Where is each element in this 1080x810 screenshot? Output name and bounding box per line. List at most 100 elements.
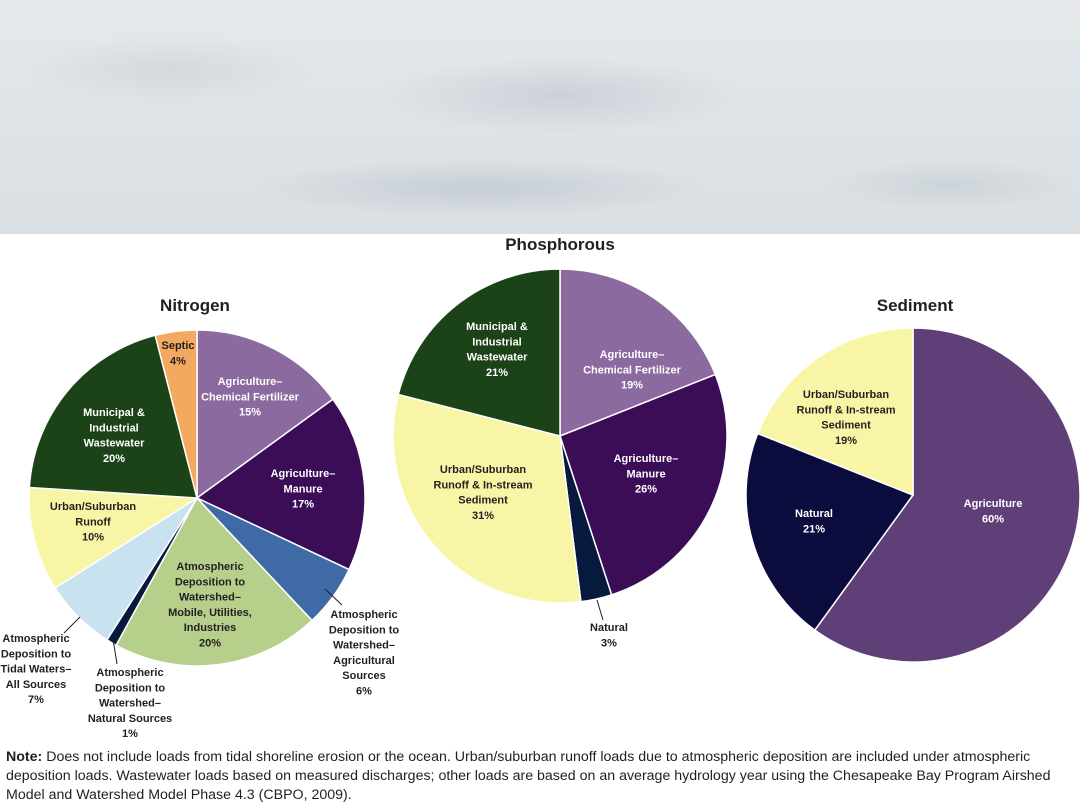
label-line: 3% (601, 637, 617, 649)
nitrogen-pie: Agriculture– Chemical Fertilizer 15%Agricu… (1, 296, 400, 740)
label-line: 17% (292, 499, 314, 511)
label-line: Atmospheric (96, 667, 163, 679)
label-line: Natural (795, 508, 833, 520)
phosphorous-slice-2 (559, 373, 728, 596)
label-line: Deposition to (175, 576, 246, 588)
label-line: Atmospheric (330, 609, 397, 621)
label-line: Runoff (75, 516, 111, 528)
nitrogen-slice-2 (195, 398, 366, 571)
nitrogen-leader-line-5 (112, 638, 118, 665)
label-line: Runoff & In-stream (797, 404, 896, 416)
nitrogen-slice-label-5: Atmospheric Deposition to Watershed– Natura… (88, 667, 172, 740)
label-line: Chemical Fertilizer (583, 364, 682, 376)
label-line: 15% (239, 407, 261, 419)
label-line: All Sources (6, 679, 67, 691)
phosphorous-slice-label-5: Municipal & Industrial Wastewater 21% (466, 321, 528, 379)
label-line: Watershed– (99, 698, 161, 710)
label-line: Agriculture– (600, 349, 665, 361)
sediment-slice-label-3: Urban/Suburban Runoff & In-stream Sediment… (797, 389, 896, 447)
label-line: Mobile, Utilities, (168, 607, 252, 619)
sediment-slice-label-2: Natural 21% (795, 508, 833, 535)
label-line: Deposition to (329, 624, 400, 636)
label-line: Natural (590, 622, 628, 634)
label-line: Wastewater (467, 352, 528, 364)
label-line: Tidal Waters– (1, 664, 72, 676)
label-line: 20% (103, 453, 125, 465)
phosphorous-leader-line-3 (596, 599, 604, 621)
phosphorous-slice-label-2: Agriculture– Manure 26% (614, 453, 679, 496)
label-line: Manure (283, 483, 322, 495)
label-line: Wastewater (84, 438, 145, 450)
label-line: Industries (184, 622, 237, 634)
nitrogen-leader-line-3 (324, 588, 343, 606)
label-line: Deposition to (95, 682, 166, 694)
label-line: Agricultural (333, 655, 395, 667)
label-line: Industrial (472, 336, 522, 348)
label-line: Municipal & (83, 407, 145, 419)
label-line: Chemical Fertilizer (201, 391, 300, 403)
phosphorous-slice-label-4: Urban/Suburban Runoff & In-stream Sediment… (434, 464, 533, 522)
label-line: 31% (472, 510, 494, 522)
nitrogen-slice-label-4: Atmospheric Deposition to Watershed– Mobile… (168, 561, 252, 650)
nitrogen-slice-8 (28, 334, 198, 499)
banner-photo (0, 0, 1080, 234)
sediment-slice-1 (813, 327, 1080, 663)
label-line: 4% (170, 355, 186, 367)
label-line: Runoff & In-stream (434, 479, 533, 491)
label-line: Watershed– (333, 640, 395, 652)
label-line: Agriculture– (614, 453, 679, 465)
label-line: 1% (122, 728, 138, 740)
label-line: Urban/Suburban (803, 389, 889, 401)
phosphorous-slice-label-3: Natural 3% (590, 622, 628, 649)
phosphorous-slice-1 (559, 268, 717, 438)
label-line: 19% (621, 380, 643, 392)
phosphorous-slice-label-1: Agriculture– Chemical Fertilizer 19% (583, 349, 682, 392)
nitrogen-leader-line-6 (63, 616, 81, 634)
label-line: Municipal & (466, 321, 528, 333)
phosphorous-chart-title: Phosphorous (505, 235, 615, 254)
nitrogen-slice-label-8: Municipal & Industrial Wastewater 20% (83, 407, 145, 465)
sediment-slice-3 (756, 327, 914, 497)
label-line: Atmospheric (2, 633, 69, 645)
label-line: Atmospheric (176, 561, 243, 573)
label-line: 7% (28, 694, 44, 706)
label-line: 21% (486, 367, 508, 379)
nitrogen-slice-label-7: Urban/Suburban Runoff 10% (50, 501, 136, 544)
label-line: Urban/Suburban (440, 464, 526, 476)
note-text: Does not include loads from tidal shorel… (6, 749, 1051, 803)
label-line: 60% (982, 513, 1004, 525)
label-line: Natural Sources (88, 713, 172, 725)
sediment-chart-title: Sediment (877, 296, 954, 315)
sediment-slice-2 (745, 432, 915, 632)
phosphorous-slice-5 (397, 268, 561, 437)
phosphorous-pie: Agriculture– Chemical Fertilizer 19%Agricu… (392, 235, 728, 649)
label-line: Septic (161, 340, 194, 352)
label-line: 21% (803, 523, 825, 535)
nitrogen-slice-9 (154, 329, 198, 499)
label-line: Agriculture– (218, 376, 283, 388)
nitrogen-slice-1 (196, 329, 334, 500)
label-line: 20% (199, 638, 221, 650)
footnote: Note: Does not include loads from tidal … (6, 748, 1074, 805)
label-line: 6% (356, 686, 372, 698)
sediment-slice-label-1: Agriculture 60% (964, 498, 1023, 525)
label-line: Urban/Suburban (50, 501, 136, 513)
label-line: Sources (342, 670, 385, 682)
label-line: 10% (82, 532, 104, 544)
nitrogen-slice-label-1: Agriculture– Chemical Fertilizer 15% (201, 376, 300, 419)
label-line: Watershed– (179, 592, 241, 604)
nitrogen-slice-label-6: Atmospheric Deposition to Tidal Waters– All… (1, 633, 72, 706)
label-line: Deposition to (1, 648, 72, 660)
label-line: Agriculture– (271, 468, 336, 480)
nitrogen-slice-label-3: Atmospheric Deposition to Watershed– Agricu… (329, 609, 400, 698)
label-line: Agriculture (964, 498, 1023, 510)
label-line: 26% (635, 484, 657, 496)
label-line: Sediment (821, 420, 871, 432)
phosphorous-slice-4 (392, 393, 582, 604)
sediment-pie: Agriculture 60% Natural 21% Urban/Suburban Ru… (745, 296, 1080, 663)
nitrogen-slice-4 (115, 496, 314, 667)
nitrogen-chart-title: Nitrogen (160, 296, 230, 315)
nitrogen-slice-label-9: Septic 4% (161, 340, 194, 367)
nitrogen-slice-7 (28, 486, 200, 590)
